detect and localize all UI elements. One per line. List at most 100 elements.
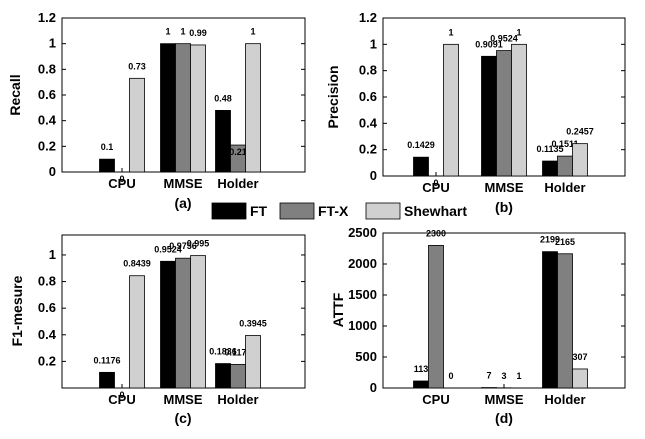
bar-shewhart-cpu	[129, 77, 145, 173]
data-label: 0.9091	[475, 39, 503, 49]
y-tick-label: 1	[370, 36, 377, 51]
bar-ft-cpu	[99, 371, 115, 389]
data-label: 0	[433, 178, 438, 188]
y-axis-label: Precision	[325, 65, 341, 128]
y-axis-label: ATTF	[330, 292, 346, 327]
y-tick-label: 1500	[348, 287, 377, 302]
legend-label-ft: FT	[250, 203, 268, 219]
y-tick-label: 0.8	[38, 61, 56, 76]
y-axis-label: F1-mesure	[9, 275, 25, 346]
data-label: 0.21	[229, 147, 247, 157]
y-tick-label: 0.6	[38, 300, 56, 315]
x-tick-label: MMSE	[485, 180, 524, 195]
data-label: 2165	[555, 237, 575, 247]
bar-ft-mmse	[160, 43, 176, 173]
bar-ft-x-mmse	[175, 257, 191, 389]
bar-shewhart-holder	[572, 368, 588, 389]
data-label: 0.2457	[566, 127, 594, 137]
data-label: 0.1836	[209, 347, 237, 357]
bar-shewhart-holder	[245, 335, 261, 389]
y-tick-label: 2500	[348, 225, 377, 240]
data-label: 113	[414, 364, 429, 374]
data-label: 0	[119, 174, 124, 184]
data-label: 0.1175	[224, 347, 251, 357]
bar-ft-x-holder	[230, 363, 246, 389]
y-tick-label: 0	[49, 164, 56, 179]
panel-label: (d)	[495, 410, 513, 426]
x-tick-label: Holder	[544, 180, 585, 195]
y-tick-label: 0.6	[359, 89, 377, 104]
data-label: 1	[165, 27, 170, 37]
bar-ft-holder	[215, 110, 231, 173]
data-label: 0.48	[214, 93, 232, 103]
bar-shewhart-holder	[572, 143, 588, 177]
bar-ft-mmse	[160, 260, 176, 389]
y-tick-label: 0.8	[38, 274, 56, 289]
bar-shewhart-cpu	[129, 275, 145, 389]
x-tick-label: CPU	[108, 176, 135, 191]
bar-ft-holder	[542, 251, 558, 389]
y-axis-label: Recall	[7, 74, 23, 115]
bar-ft-cpu	[413, 156, 429, 177]
data-label: 2199	[540, 235, 560, 245]
bar-shewhart-mmse	[511, 43, 527, 177]
y-tick-label: 0.2	[359, 142, 377, 157]
bar-ft-x-holder	[557, 253, 573, 389]
legend-label-shewhart: Shewhart	[404, 203, 467, 219]
data-label: 0.3945	[239, 319, 267, 329]
x-tick-label: CPU	[422, 392, 449, 407]
y-tick-label: 0	[370, 168, 377, 183]
bar-ft-holder	[215, 363, 231, 389]
y-tick-label: 0.8	[359, 63, 377, 78]
data-label: 0.8439	[123, 259, 151, 269]
y-tick-label: 1	[49, 247, 56, 262]
data-label: 1	[516, 371, 521, 381]
legend-swatch-ft-x	[279, 202, 315, 220]
data-label: 0.99	[189, 28, 207, 38]
y-tick-label: 0.2	[38, 353, 56, 368]
x-tick-label: Holder	[217, 392, 258, 407]
y-tick-label: 1	[49, 36, 56, 51]
x-tick-label: MMSE	[164, 176, 203, 191]
data-label: 1	[448, 27, 453, 37]
data-label: 0	[448, 371, 453, 381]
bar-ft-mmse	[481, 55, 497, 177]
x-tick-label: CPU	[108, 392, 135, 407]
panel-label: (c)	[174, 410, 191, 426]
bar-shewhart-mmse	[190, 44, 206, 173]
legend-swatch-shewhart	[365, 202, 401, 220]
data-label: 0.995	[187, 239, 210, 249]
data-label: 0.9756	[169, 241, 197, 251]
x-tick-label: Holder	[544, 392, 585, 407]
y-tick-label: 500	[355, 349, 377, 364]
bar-ft-holder	[542, 160, 558, 177]
y-tick-label: 0.4	[38, 327, 57, 342]
bar-shewhart-mmse	[190, 255, 206, 389]
bar-ft-cpu	[99, 158, 115, 173]
y-tick-label: 0.4	[359, 115, 378, 130]
bar-ft-cpu	[413, 380, 429, 389]
data-label: 0.1135	[536, 144, 563, 154]
data-label: 0.1	[101, 142, 114, 152]
data-label: 2300	[426, 228, 446, 238]
panel-label: (b)	[495, 199, 513, 215]
panel-label: (a)	[174, 195, 191, 211]
bar-ft-x-cpu	[428, 244, 444, 389]
data-label: 0.1511	[551, 139, 578, 149]
x-tick-label: MMSE	[164, 392, 203, 407]
y-tick-label: 1000	[348, 318, 377, 333]
legend-swatch-ft	[211, 202, 247, 220]
legend-label-ft-x: FT-X	[318, 203, 349, 219]
data-label: 0.9524	[490, 34, 518, 44]
y-tick-label: 0.6	[38, 87, 56, 102]
data-label: 7	[486, 371, 491, 381]
x-tick-label: Holder	[217, 176, 258, 191]
data-label: 0.1176	[93, 355, 120, 365]
x-tick-label: CPU	[422, 180, 449, 195]
bar-shewhart-cpu	[443, 43, 459, 177]
data-label: 0	[119, 390, 124, 400]
data-label: 0.9524	[154, 244, 182, 254]
x-tick-label: MMSE	[485, 392, 524, 407]
y-tick-label: 2000	[348, 256, 377, 271]
data-label: 0.1429	[407, 140, 435, 150]
